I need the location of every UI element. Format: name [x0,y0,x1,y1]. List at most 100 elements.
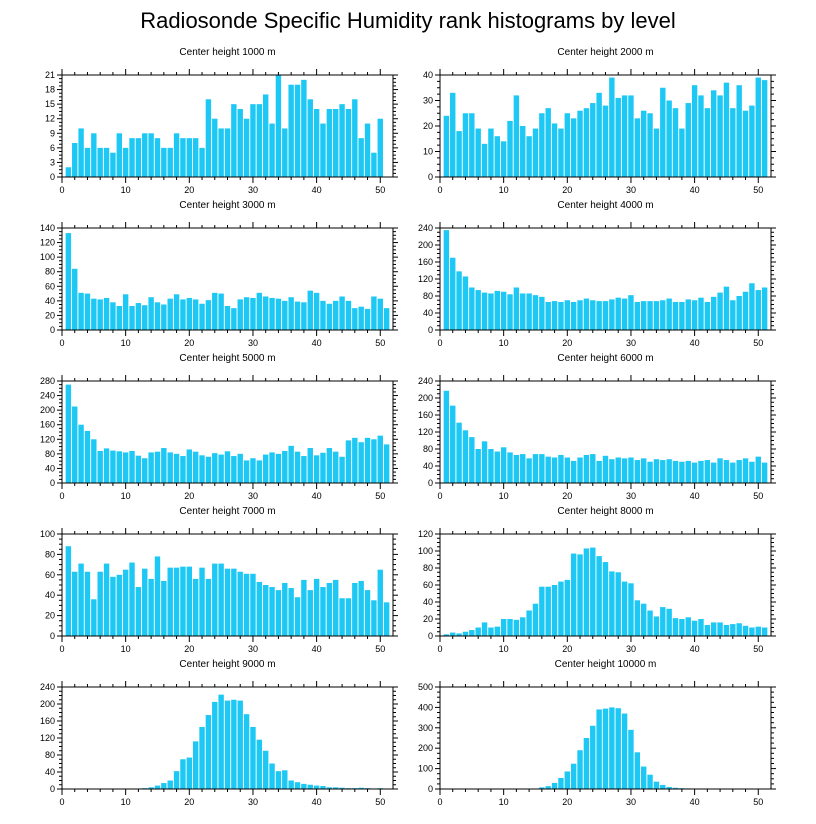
bar [78,563,84,636]
bar [532,603,539,636]
y-tick-label: 9 [50,128,55,138]
bar [167,147,173,177]
bar [192,741,199,789]
bar [364,590,371,636]
bar [313,785,320,789]
y-tick-label: 0 [428,631,433,641]
y-tick-label: 200 [418,743,433,753]
bar [256,581,263,636]
x-tick-label: 40 [312,338,322,348]
bar [577,300,583,330]
x-tick-label: 20 [184,797,194,807]
bar [596,460,602,483]
bar [666,459,672,483]
bar [84,571,91,636]
panel-title: Center height 7000 m [179,506,275,517]
y-tick-label: 3 [50,157,55,167]
y-tick-label: 100 [418,764,433,774]
bar [142,458,148,483]
bar [282,770,288,789]
bar [294,451,301,483]
bar [205,456,212,483]
x-tick-label: 50 [375,797,385,807]
bar [103,297,110,330]
bar [307,448,313,483]
bar [224,451,231,483]
bar [462,276,469,330]
panel-10: Center height 10000 m0 10 20 30 40 5001002003… [418,659,776,807]
bar [218,128,224,177]
panel-8: Center height 8000 m 0 10 20 30 40 50 0 20 40 60 80… [418,506,776,654]
bar [500,141,507,177]
bar [755,456,761,483]
bar [301,456,307,483]
bar [129,138,135,177]
bar [110,302,116,330]
bar [609,299,615,330]
bar [135,138,142,177]
bar [294,84,301,177]
bar [539,586,545,636]
bar [199,455,205,483]
bar [103,147,110,177]
panel-title: Center height 1000 m [179,47,275,58]
x-tick-label: 10 [499,491,509,501]
bar [494,626,500,636]
bar [199,303,205,330]
bar [154,302,161,330]
bar [456,633,462,636]
bar [173,771,180,789]
y-tick-label: 10 [423,147,433,157]
bar [602,455,609,483]
bar [558,128,564,177]
x-tick-label: 0 [59,491,64,501]
bar [634,752,641,789]
bar [333,109,339,177]
y-tick-label: 160 [418,410,433,420]
bar [212,701,218,789]
bar [564,457,571,483]
bar [301,783,307,789]
bar [313,455,320,483]
bar [570,301,577,330]
bar [730,624,736,636]
bar [358,580,364,636]
bar [192,451,199,483]
bar [640,766,647,789]
bar [91,298,97,330]
bar [307,290,313,330]
bar [192,299,199,330]
panel-title: Center height 10000 m [555,659,657,670]
bar [301,302,307,330]
bar [551,585,558,636]
bar [488,627,494,636]
bar [205,578,212,636]
bar [180,138,186,177]
bar [647,113,653,177]
bar [532,454,539,483]
bar [691,620,698,636]
bar [628,95,634,177]
bar [122,294,129,330]
x-tick-label: 0 [437,491,442,501]
bar [590,547,596,636]
bar [371,439,377,483]
bar [717,292,723,330]
bar [78,292,84,330]
bar [237,109,243,177]
figure-title: Radiosonde Specific Humidity rank histog… [140,8,676,33]
bar [345,598,352,636]
x-tick-label: 10 [499,338,509,348]
bar [212,118,218,177]
bar [609,459,615,483]
bar [358,138,364,177]
bar [307,99,313,177]
x-tick-label: 20 [562,491,572,501]
bar [205,300,212,330]
bar [507,619,513,636]
x-tick-label: 0 [59,185,64,195]
bar [371,296,377,330]
bar [551,782,558,789]
bar [488,449,494,483]
bar [723,286,730,330]
